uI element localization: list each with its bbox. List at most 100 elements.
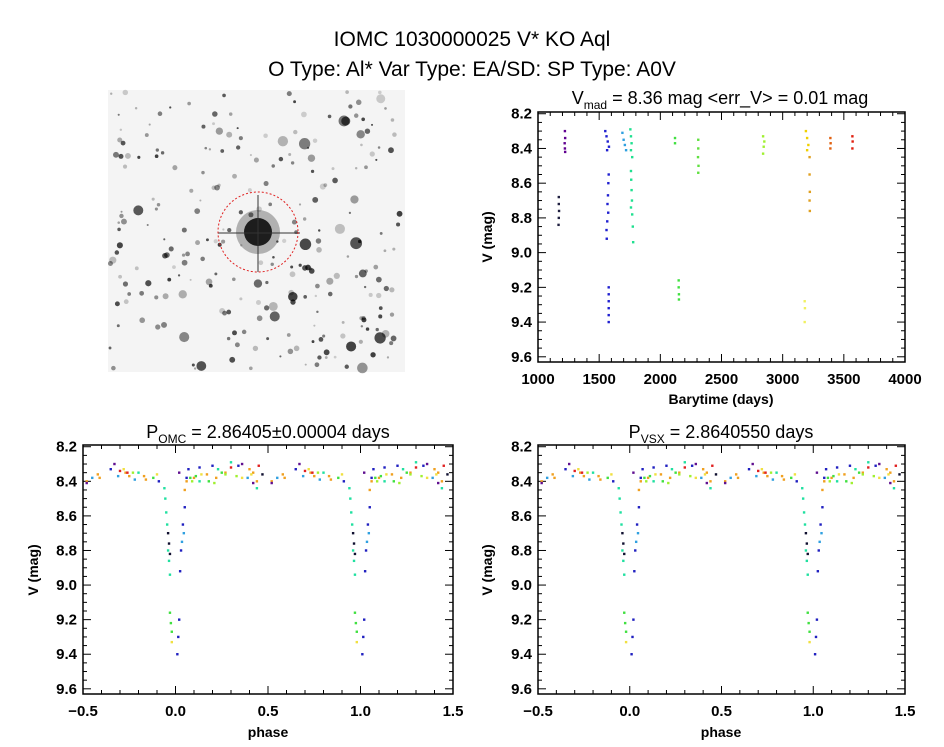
data-point <box>694 462 698 466</box>
data-point <box>165 511 168 514</box>
star <box>162 293 169 300</box>
data-point <box>872 474 876 478</box>
data-point <box>857 471 861 474</box>
data-point <box>790 476 793 480</box>
star <box>189 278 192 281</box>
star <box>268 202 273 207</box>
star <box>390 118 395 122</box>
y-tick-label: 9.0 <box>511 245 532 262</box>
star <box>386 356 390 359</box>
data-point <box>843 473 846 476</box>
data-point <box>579 471 582 474</box>
data-point <box>563 150 567 154</box>
data-point <box>867 461 870 464</box>
star <box>371 123 374 126</box>
data-point <box>700 476 703 480</box>
data-point <box>606 140 609 143</box>
star <box>121 218 127 225</box>
data-point <box>126 471 129 474</box>
data-point <box>194 474 198 478</box>
x-tick-label: −0.5 <box>68 703 98 720</box>
data-point <box>142 474 146 478</box>
data-point <box>817 549 820 552</box>
data-point <box>281 473 284 476</box>
data-point <box>401 468 405 471</box>
plot-title: Vmad = 8.36 mag <err_V> = 0.01 mag <box>572 88 869 112</box>
data-point <box>431 476 434 480</box>
star <box>327 114 332 119</box>
data-point <box>168 552 172 556</box>
target-circle <box>217 191 299 273</box>
data-point <box>192 476 196 480</box>
star <box>341 116 351 126</box>
data-point <box>894 464 898 467</box>
star <box>270 262 274 267</box>
data-point <box>633 570 636 573</box>
star <box>181 227 187 233</box>
star <box>376 292 382 299</box>
data-point <box>830 476 833 480</box>
star <box>215 127 224 135</box>
data-point <box>545 476 549 480</box>
data-point <box>354 621 358 625</box>
star <box>363 285 367 289</box>
star <box>160 151 165 155</box>
star <box>305 264 311 271</box>
data-point <box>775 471 778 474</box>
plot-frame <box>82 444 454 695</box>
data-point <box>167 542 171 545</box>
data-point <box>137 471 140 474</box>
data-point <box>557 216 560 220</box>
star <box>193 367 197 370</box>
data-point <box>697 147 700 150</box>
star <box>304 363 307 366</box>
data-point <box>313 474 316 478</box>
data-point <box>808 155 811 159</box>
phase-plot-vsx: PVSX = 2.8640550 days phase V (mag) 8.2 8… <box>479 422 915 740</box>
data-point <box>353 552 357 556</box>
y-tick-label: 9.4 <box>511 646 533 663</box>
data-point <box>224 473 227 476</box>
star <box>236 127 239 130</box>
star <box>213 239 218 244</box>
star <box>145 280 152 287</box>
data-point <box>198 466 201 469</box>
star <box>348 211 352 214</box>
data-point <box>623 143 627 147</box>
data-point <box>618 497 621 500</box>
star <box>308 268 315 274</box>
data-point <box>806 552 809 556</box>
data-point <box>294 468 297 471</box>
star <box>120 140 126 146</box>
x-tick-label: −0.5 <box>523 703 553 720</box>
data-point <box>678 473 681 476</box>
data-point <box>630 142 633 145</box>
data-point <box>215 476 218 480</box>
data-point <box>540 480 543 483</box>
data-point <box>167 559 171 563</box>
phase-plot-omc: POMC = 2.86405±0.00004 days phase V (mag… <box>25 422 463 740</box>
data-point <box>736 476 740 480</box>
star <box>161 321 168 328</box>
star <box>361 117 366 122</box>
data-point <box>181 523 185 526</box>
data-point <box>674 471 677 474</box>
data-point <box>440 487 444 490</box>
star <box>368 292 373 297</box>
star <box>375 327 379 332</box>
data-point <box>375 480 379 483</box>
star <box>282 238 287 243</box>
star <box>117 113 120 116</box>
star <box>326 277 334 285</box>
data-point <box>414 466 418 469</box>
data-point <box>805 542 809 545</box>
data-point <box>183 488 186 492</box>
data-point <box>861 473 864 476</box>
star <box>383 285 389 292</box>
data-point <box>205 473 209 476</box>
data-point <box>803 320 806 324</box>
data-point <box>677 298 681 301</box>
data-point <box>571 474 575 478</box>
light-curve-plot: Vmad = 8.36 mag <err_V> = 0.01 mag Baryt… <box>479 88 922 407</box>
